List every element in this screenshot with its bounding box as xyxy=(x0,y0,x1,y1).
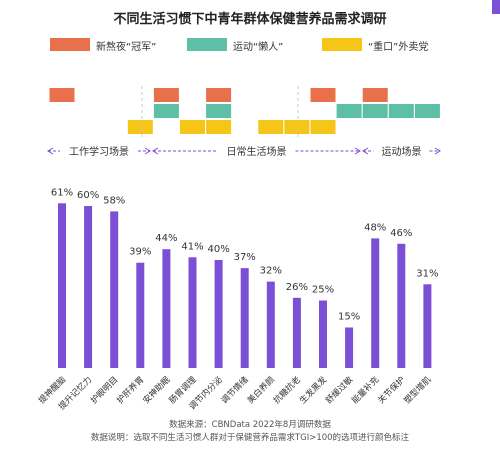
scene-bracket-arrow xyxy=(362,147,369,155)
data-label: 15% xyxy=(338,312,360,323)
legend: 新熬夜“冠军” 运动“懒人” “重口”外卖党 xyxy=(0,36,500,56)
bar xyxy=(397,243,406,368)
accent-bar xyxy=(492,0,500,14)
data-label: 39% xyxy=(129,247,151,258)
legend-swatch-takeout xyxy=(322,38,362,51)
bar xyxy=(319,300,327,368)
highlight-cell xyxy=(336,104,362,118)
bar xyxy=(266,281,275,368)
scene-label: 工作学习场景 xyxy=(69,145,129,158)
scene-bracket-arrow xyxy=(434,147,441,155)
data-label: 40% xyxy=(207,244,229,255)
scene-bracket-arrow xyxy=(47,147,54,155)
bar xyxy=(188,257,197,368)
data-label: 26% xyxy=(286,282,308,293)
bar xyxy=(58,203,66,368)
highlight-cell xyxy=(362,88,388,102)
data-label: 37% xyxy=(234,252,256,263)
scene-label: 运动场景 xyxy=(382,145,422,158)
data-label: 25% xyxy=(312,285,334,296)
scene-label: 日常生活场景 xyxy=(227,145,287,158)
data-label: 46% xyxy=(390,228,412,239)
legend-label-takeout: “重口”外卖党 xyxy=(368,42,429,53)
highlight-cell xyxy=(284,120,310,134)
data-label: 32% xyxy=(260,266,282,277)
highlight-cell xyxy=(206,120,232,134)
data-label: 61% xyxy=(51,187,73,198)
category-label: 抗糖抗老 xyxy=(271,374,303,406)
bar xyxy=(345,327,354,368)
scene-bracket-arrow xyxy=(354,147,361,155)
category-label: 塑型增肌 xyxy=(402,374,434,406)
highlight-cell xyxy=(153,88,179,102)
data-label: 60% xyxy=(77,190,99,201)
highlight-cell xyxy=(388,104,414,118)
category-label: 能量补充 xyxy=(349,374,381,406)
bar xyxy=(162,249,171,368)
data-label: 58% xyxy=(103,195,125,206)
bar xyxy=(292,297,301,368)
highlight-cell xyxy=(49,88,75,102)
data-label: 31% xyxy=(416,268,438,279)
bar xyxy=(371,238,380,368)
highlight-cell xyxy=(206,88,232,102)
category-label: 调节情绪 xyxy=(219,374,251,406)
footer-note: 数据说明：选取不同生活习惯人群对于保健营养品需求TGI>100的选项进行颜色标注 xyxy=(90,433,410,443)
highlight-cell xyxy=(310,120,336,134)
bar xyxy=(84,206,93,368)
bar xyxy=(423,284,432,368)
category-label: 安神助眠 xyxy=(141,374,173,406)
category-label: 舒缓过敏 xyxy=(323,374,355,406)
highlight-cell xyxy=(258,120,284,134)
highlight-cell xyxy=(310,88,336,102)
bar xyxy=(240,268,249,368)
scene-bracket-arrow xyxy=(152,147,159,155)
bar xyxy=(136,262,145,368)
highlight-cell xyxy=(414,104,440,118)
highlight-cell xyxy=(127,120,153,134)
category-label: 护眼明目 xyxy=(88,374,120,406)
data-label: 48% xyxy=(364,222,386,233)
highlight-cell xyxy=(206,104,232,118)
scene-bracket-arrow xyxy=(144,147,151,155)
footer-source: 数据来源：CBNData 2022年8月调研数据 xyxy=(169,420,331,430)
highlight-cell xyxy=(362,104,388,118)
category-label: 护肝养胃 xyxy=(115,374,147,406)
legend-label-lazy-exercise: 运动“懒人” xyxy=(233,42,284,53)
bar xyxy=(214,260,223,368)
chart-title: 不同生活习惯下中青年群体保健营养品需求调研 xyxy=(113,12,387,27)
bar xyxy=(110,211,119,368)
highlight-cell xyxy=(153,104,179,118)
category-label: 关节保护 xyxy=(376,374,408,406)
category-label: 生发黑发 xyxy=(297,374,329,406)
data-label: 41% xyxy=(181,241,203,252)
legend-label-stayup: 新熬夜“冠军” xyxy=(96,42,157,53)
data-label: 44% xyxy=(155,233,177,244)
legend-swatch-lazy-exercise xyxy=(187,38,227,51)
highlight-cell xyxy=(180,120,205,134)
legend-swatch-stayup xyxy=(50,38,90,51)
category-label: 美白养颜 xyxy=(245,374,277,406)
